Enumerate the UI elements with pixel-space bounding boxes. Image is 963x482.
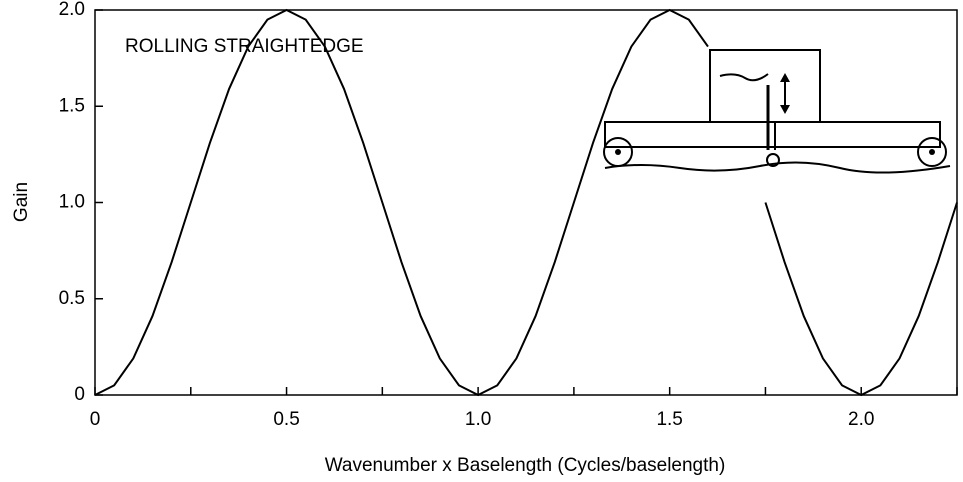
x-tick-label: 1.0 (465, 409, 491, 430)
y-tick-label: 0.5 (59, 288, 85, 309)
x-tick-label: 0 (90, 409, 101, 430)
annotation: ROLLING STRAIGHTEDGE (125, 36, 364, 57)
y-tick-label: 1.0 (59, 192, 85, 213)
straightedge-diagram (603, 49, 951, 174)
x-tick-label: 2.0 (848, 409, 874, 430)
x-tick-label: 1.5 (656, 409, 682, 430)
y-axis-label: Gain (11, 182, 32, 222)
gain-curve (94, 8, 958, 397)
y-tick-label: 1.5 (59, 95, 85, 116)
y-tick-label: 2.0 (59, 0, 85, 20)
y-tick-label: 0 (74, 384, 85, 405)
x-axis-label: Wavenumber x Baselength (Cycles/baseleng… (325, 455, 726, 476)
x-tick-label: 0.5 (273, 409, 299, 430)
